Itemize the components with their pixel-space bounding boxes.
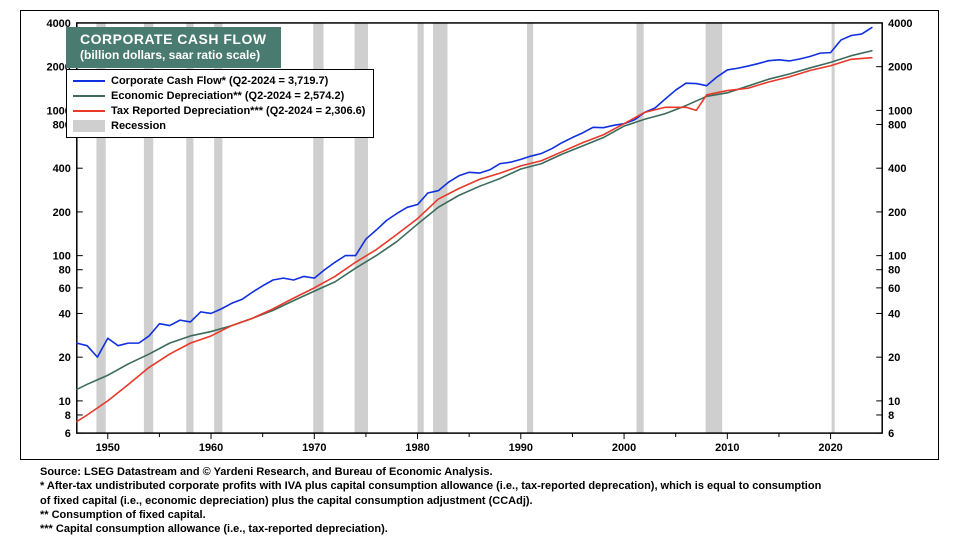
svg-text:4000: 4000 xyxy=(888,18,912,30)
chart-notes: Source: LSEG Datastream and © Yardeni Re… xyxy=(40,465,939,536)
svg-text:6: 6 xyxy=(65,428,71,440)
chart-legend: Corporate Cash Flow* (Q2-2024 = 3,719.7)… xyxy=(66,69,374,138)
svg-text:200: 200 xyxy=(53,207,71,219)
legend-item-ccf: Corporate Cash Flow* (Q2-2024 = 3,719.7) xyxy=(73,74,365,89)
note-line-3: ** Consumption of fixed capital. xyxy=(40,508,939,522)
svg-text:60: 60 xyxy=(888,283,900,295)
legend-item-econ_dep: Economic Depreciation** (Q2-2024 = 2,574… xyxy=(73,89,365,104)
svg-text:400: 400 xyxy=(888,163,906,175)
svg-text:20: 20 xyxy=(59,352,71,364)
svg-text:100: 100 xyxy=(888,251,906,263)
svg-text:40: 40 xyxy=(59,308,71,320)
legend-item-recession: Recession xyxy=(73,119,365,134)
svg-text:1960: 1960 xyxy=(199,442,223,454)
note-line-4: *** Capital consumption allowance (i.e.,… xyxy=(40,522,939,536)
svg-text:8: 8 xyxy=(888,410,894,422)
chart-title-line2: (billion dollars, saar ratio scale) xyxy=(80,48,267,62)
svg-text:1970: 1970 xyxy=(302,442,326,454)
svg-text:80: 80 xyxy=(59,265,71,277)
note-line-0: Source: LSEG Datastream and © Yardeni Re… xyxy=(40,465,939,479)
svg-text:2000: 2000 xyxy=(888,62,912,74)
svg-text:60: 60 xyxy=(59,283,71,295)
svg-text:10: 10 xyxy=(59,396,71,408)
svg-text:1000: 1000 xyxy=(888,105,912,117)
chart-container: 6688101020204040606080801001002002004004… xyxy=(20,10,939,460)
svg-text:8: 8 xyxy=(65,410,71,422)
svg-text:400: 400 xyxy=(53,163,71,175)
svg-text:10: 10 xyxy=(888,396,900,408)
svg-text:2010: 2010 xyxy=(715,442,739,454)
svg-text:1980: 1980 xyxy=(405,442,429,454)
note-line-1: * After-tax undistributed corporate prof… xyxy=(40,479,939,493)
svg-text:100: 100 xyxy=(53,251,71,263)
legend-item-tax_dep: Tax Reported Depreciation*** (Q2-2024 = … xyxy=(73,104,365,119)
svg-text:200: 200 xyxy=(888,207,906,219)
svg-text:2000: 2000 xyxy=(612,442,636,454)
svg-text:20: 20 xyxy=(888,352,900,364)
svg-text:1950: 1950 xyxy=(96,442,120,454)
svg-text:2020: 2020 xyxy=(818,442,842,454)
svg-text:800: 800 xyxy=(888,119,906,131)
svg-text:6: 6 xyxy=(888,428,894,440)
svg-text:80: 80 xyxy=(888,265,900,277)
svg-text:40: 40 xyxy=(888,308,900,320)
chart-title-line1: CORPORATE CASH FLOW xyxy=(80,31,267,48)
chart-title-banner: CORPORATE CASH FLOW (billion dollars, sa… xyxy=(66,27,281,68)
note-line-2: of fixed capital (i.e., economic depreci… xyxy=(40,494,939,508)
svg-text:1990: 1990 xyxy=(509,442,533,454)
